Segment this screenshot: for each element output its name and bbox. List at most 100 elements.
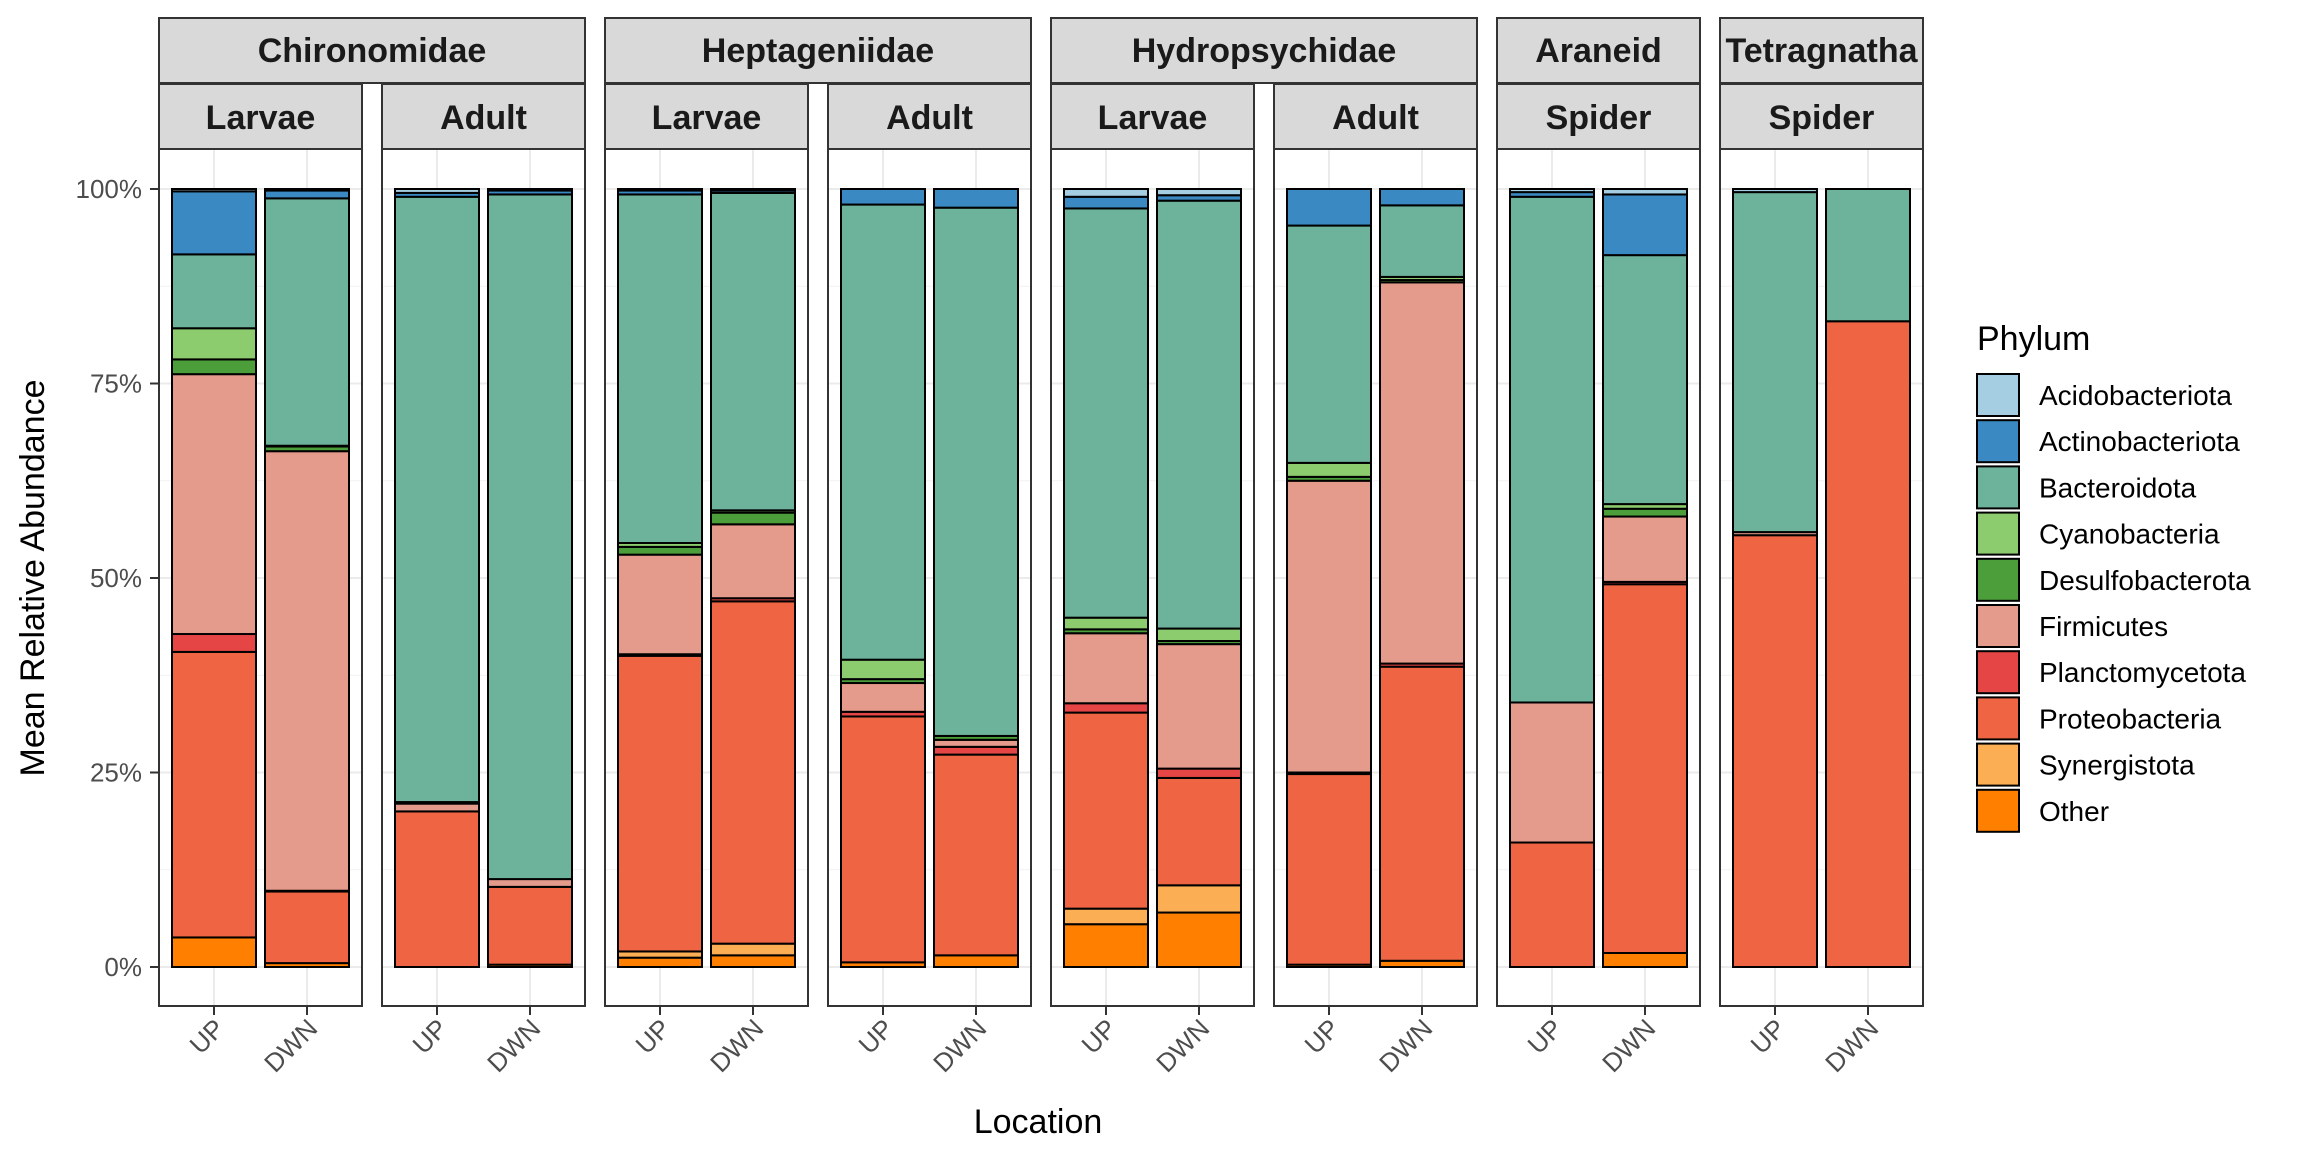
bar-segment-firmicutes — [710, 523, 796, 600]
x-tick-label: DWN — [258, 1013, 323, 1078]
stage-strip-label: Spider — [1769, 99, 1875, 137]
x-tick-label: UP — [1521, 1013, 1568, 1060]
x-tick-label: DWN — [704, 1013, 769, 1078]
x-tick-label: UP — [1075, 1013, 1122, 1060]
bar-dwn — [264, 188, 350, 968]
bar-segment-actinobacteriota — [264, 189, 350, 200]
taxon-strip-label: Araneid — [1535, 32, 1662, 70]
bar-segment-planctomycetota — [933, 745, 1019, 756]
bar-segment-bacteroidota — [1509, 195, 1595, 704]
bar-segment-acidobacteriota — [1509, 188, 1595, 194]
bar-up — [171, 188, 257, 968]
bar-segment-firmicutes — [1379, 281, 1465, 665]
stage-strip — [827, 83, 1032, 150]
bar-segment-firmicutes — [1602, 515, 1688, 583]
x-tick-label: UP — [629, 1013, 676, 1060]
bar-up — [840, 188, 926, 968]
bar-segment-synergistota — [1156, 884, 1242, 914]
bar-segment-acidobacteriota — [1156, 188, 1242, 197]
bar-dwn — [933, 188, 1019, 969]
stage-strip — [158, 83, 363, 150]
bar-segment-proteobacteria — [1156, 776, 1242, 887]
taxon-strip — [1719, 17, 1924, 84]
bar-segment-bacteroidota — [1825, 188, 1911, 323]
bar-segment-desulfobacterota — [1602, 507, 1688, 518]
bar-segment-firmicutes — [1156, 643, 1242, 770]
bar-segment-planctomycetota — [171, 633, 257, 653]
bar-segment-actinobacteriota — [1286, 188, 1372, 227]
stage-strip-label: Larvae — [206, 99, 316, 137]
bar-up — [1063, 188, 1149, 969]
bar-segment-cyanobacteria — [171, 327, 257, 361]
stage-strip-label: Adult — [440, 99, 527, 137]
stage-strip — [1719, 83, 1924, 150]
bar-segment-proteobacteria — [487, 885, 573, 966]
bar-segment-acidobacteriota — [710, 188, 796, 192]
bar-segment-proteobacteria — [1509, 841, 1595, 969]
panel-heptageniidae-larvae: UP DWN Larvae — [604, 83, 809, 1078]
x-tick-label: DWN — [481, 1013, 546, 1078]
panel-hydropsychidae-larvae: UP DWN Larvae — [1050, 83, 1255, 1078]
legend-label: Actinobacteriota — [2039, 426, 2240, 457]
bar-segment-other — [710, 954, 796, 969]
x-tick-label: DWN — [1150, 1013, 1215, 1078]
x-tick-label: UP — [183, 1013, 230, 1060]
legend-item-proteobacteria: Proteobacteria — [1976, 696, 2222, 741]
bar-segment-other — [1156, 911, 1242, 968]
bar-segment-actinobacteriota — [1379, 188, 1465, 207]
bar-segment-other — [1063, 923, 1149, 969]
legend-swatch — [1976, 788, 2020, 833]
bar-segment-bacteroidota — [1602, 254, 1688, 506]
legend-item-synergistota: Synergistota — [1976, 742, 2195, 787]
facet-panels: UP DWN Larvae UP DWN Adult Chironomidae UP DWN La… — [158, 17, 1924, 1078]
bar-segment-cyanobacteria — [840, 658, 926, 681]
panel-tetragnatha-spider: UP DWN Spider — [1719, 83, 1924, 1078]
legend-label: Other — [2039, 796, 2109, 827]
bar-segment-other — [171, 936, 257, 968]
legend-swatch — [1976, 604, 2020, 648]
bar-up — [394, 188, 480, 969]
bar-up — [1509, 188, 1595, 969]
taxon-strip-label: Chironomidae — [258, 32, 487, 70]
taxon-strip-chironomidae: Chironomidae — [158, 17, 586, 84]
bar-segment-proteobacteria — [264, 890, 350, 965]
bar-dwn — [1379, 188, 1465, 969]
bar-up — [1286, 188, 1372, 969]
bar-segment-proteobacteria — [617, 654, 703, 953]
bar-up — [617, 188, 703, 969]
legend-label: Planctomycetota — [2039, 657, 2246, 688]
legend-label: Desulfobacterota — [2039, 565, 2251, 596]
bar-segment-proteobacteria — [1286, 773, 1372, 966]
bar-segment-actinobacteriota — [933, 188, 1019, 209]
panel-heptageniidae-adult: UP DWN Adult — [827, 83, 1032, 1078]
stage-strip-label: Adult — [1332, 99, 1419, 137]
legend-swatch — [1976, 465, 2020, 510]
legend-swatch — [1976, 373, 2020, 417]
legend-label: Proteobacteria — [2039, 703, 2222, 734]
bar-segment-firmicutes — [1286, 479, 1372, 774]
taxon-strip — [1496, 17, 1701, 84]
bar-dwn — [487, 188, 573, 969]
legend-swatch — [1976, 696, 2020, 741]
taxon-strip-hydropsychidae: Hydropsychidae — [1050, 17, 1478, 84]
taxon-strip — [158, 17, 586, 84]
bar-segment-firmicutes — [1509, 701, 1595, 844]
legend-swatch — [1976, 557, 2020, 602]
bar-segment-bacteroidota — [1732, 191, 1818, 534]
taxon-strip-label: Tetragnatha — [1725, 32, 1918, 70]
bar-segment-proteobacteria — [1732, 534, 1818, 969]
bar-segment-bacteroidota — [840, 203, 926, 661]
bar-segment-cyanobacteria — [1063, 616, 1149, 631]
bar-segment-bacteroidota — [1286, 224, 1372, 464]
legend-item-cyanobacteria: Cyanobacteria — [1976, 511, 2220, 556]
bar-segment-cyanobacteria — [1156, 627, 1242, 643]
bar-segment-proteobacteria — [840, 715, 926, 964]
y-tick-label: 50% — [90, 563, 142, 593]
bar-segment-desulfobacterota — [710, 511, 796, 526]
taxon-strip-label: Hydropsychidae — [1132, 32, 1397, 70]
x-tick-label: DWN — [1596, 1013, 1661, 1078]
bar-segment-firmicutes — [171, 373, 257, 636]
bar-segment-firmicutes — [264, 450, 350, 892]
taxon-strip — [1050, 17, 1478, 84]
